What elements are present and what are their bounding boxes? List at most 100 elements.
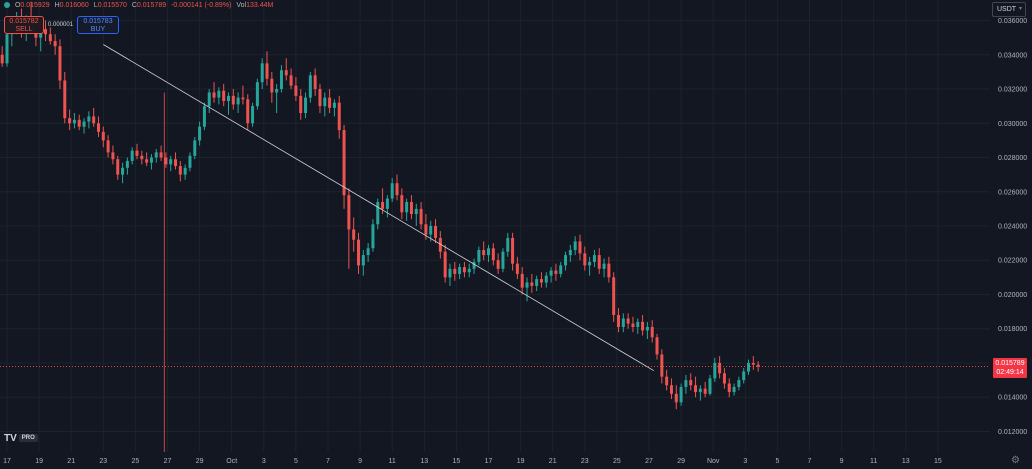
tradingview-logo[interactable]: TV PRO bbox=[4, 433, 38, 444]
candle-body bbox=[660, 354, 664, 377]
candle-body bbox=[385, 198, 389, 209]
candle-body bbox=[554, 270, 558, 274]
price-tick-label: 0.028000 bbox=[998, 155, 1027, 162]
candle bbox=[694, 376, 698, 398]
candle bbox=[472, 258, 476, 274]
time-tick-label: Nov bbox=[707, 458, 720, 465]
candle bbox=[477, 246, 481, 266]
sell-price: 0.015782 bbox=[9, 18, 39, 25]
candle-body bbox=[592, 255, 596, 262]
time-tick-label: 13 bbox=[902, 458, 910, 465]
price-tick-label: 0.024000 bbox=[998, 224, 1027, 231]
candle-body bbox=[626, 318, 630, 324]
candle-body bbox=[53, 41, 57, 47]
candle bbox=[535, 275, 539, 292]
buy-button[interactable]: 0.015783 BUY bbox=[77, 16, 119, 34]
candle bbox=[674, 385, 678, 410]
candle bbox=[275, 83, 279, 113]
candle bbox=[328, 89, 332, 113]
candle bbox=[742, 368, 746, 384]
candle bbox=[72, 113, 76, 129]
candle-body bbox=[318, 89, 322, 107]
candle-body bbox=[116, 159, 120, 175]
candle-body bbox=[694, 385, 698, 393]
price-tick-label: 0.012000 bbox=[998, 429, 1027, 436]
candle-body bbox=[149, 157, 153, 163]
candle bbox=[323, 92, 327, 117]
candle-body bbox=[376, 202, 380, 225]
candle-body bbox=[352, 229, 356, 240]
candle bbox=[183, 164, 187, 180]
candle bbox=[727, 378, 731, 398]
candle bbox=[621, 313, 625, 333]
candle-body bbox=[313, 75, 317, 90]
candle-body bbox=[718, 362, 722, 374]
candlestick-series bbox=[0, 1, 760, 410]
candle bbox=[390, 178, 394, 203]
candle bbox=[568, 244, 572, 262]
time-tick-label: 3 bbox=[262, 458, 266, 465]
candle bbox=[231, 89, 235, 110]
trendline[interactable] bbox=[103, 44, 655, 372]
candle bbox=[5, 32, 9, 67]
candle-body bbox=[241, 97, 245, 100]
candle-body bbox=[135, 150, 139, 156]
close-value: 0.015789 bbox=[136, 2, 167, 9]
currency-value: USDT bbox=[997, 6, 1017, 13]
time-tick-label: 27 bbox=[645, 458, 653, 465]
candle-body bbox=[732, 386, 736, 393]
candle-body bbox=[520, 273, 524, 288]
time-tick-label: 29 bbox=[196, 458, 204, 465]
candle bbox=[68, 109, 72, 131]
candle-body bbox=[0, 54, 4, 64]
time-tick-label: 25 bbox=[613, 458, 621, 465]
current-price-value: 0.015789 bbox=[995, 360, 1025, 367]
chevron-down-icon: ▾ bbox=[1018, 6, 1022, 12]
candle bbox=[737, 376, 741, 391]
candle-body bbox=[212, 92, 216, 98]
volume-value: 133.44M bbox=[246, 2, 274, 9]
candle-body bbox=[549, 270, 553, 276]
logo-text: TV bbox=[4, 433, 17, 444]
candle bbox=[217, 87, 221, 105]
gear-icon[interactable]: ⚙ bbox=[1011, 455, 1020, 466]
candle bbox=[366, 243, 370, 262]
candle bbox=[342, 124, 346, 209]
candle-body bbox=[44, 29, 48, 35]
candle bbox=[708, 374, 712, 396]
price-tick-label: 0.036000 bbox=[998, 18, 1027, 25]
candle-body bbox=[424, 224, 428, 235]
circle-icon bbox=[4, 2, 10, 9]
time-tick-label: 23 bbox=[581, 458, 589, 465]
candle bbox=[698, 385, 702, 401]
candle-body bbox=[588, 261, 592, 266]
candle bbox=[299, 89, 303, 120]
candle-body bbox=[82, 121, 86, 127]
candle bbox=[530, 273, 534, 293]
candle-body bbox=[429, 226, 433, 235]
candle bbox=[135, 143, 139, 160]
currency-selector[interactable]: USDT ▾ bbox=[992, 2, 1026, 17]
candle-body bbox=[631, 323, 635, 328]
candle-body bbox=[438, 237, 442, 252]
sell-button[interactable]: 0.015782 SELL bbox=[4, 16, 44, 34]
candle bbox=[96, 116, 100, 137]
time-tick-label: 7 bbox=[326, 458, 330, 465]
candle-body bbox=[356, 239, 360, 266]
candle-body bbox=[641, 321, 645, 331]
time-axis[interactable]: 17 19 21 23 25 27 29 Oct 3 5 7 9 11 13 15 17 19 21 23 25 27 2… bbox=[3, 458, 942, 465]
candle bbox=[260, 58, 264, 90]
buy-price: 0.015783 bbox=[83, 18, 113, 25]
candle-body bbox=[140, 155, 144, 160]
time-tick-label: Oct bbox=[226, 458, 237, 465]
candle bbox=[588, 256, 592, 276]
candle-body bbox=[467, 268, 471, 273]
candle bbox=[496, 253, 500, 274]
candle-body bbox=[270, 78, 274, 93]
candle-body bbox=[477, 249, 481, 262]
candle bbox=[539, 272, 543, 288]
candle-body bbox=[284, 70, 288, 76]
candle-body bbox=[48, 34, 52, 42]
price-tick-label: 0.034000 bbox=[998, 52, 1027, 59]
